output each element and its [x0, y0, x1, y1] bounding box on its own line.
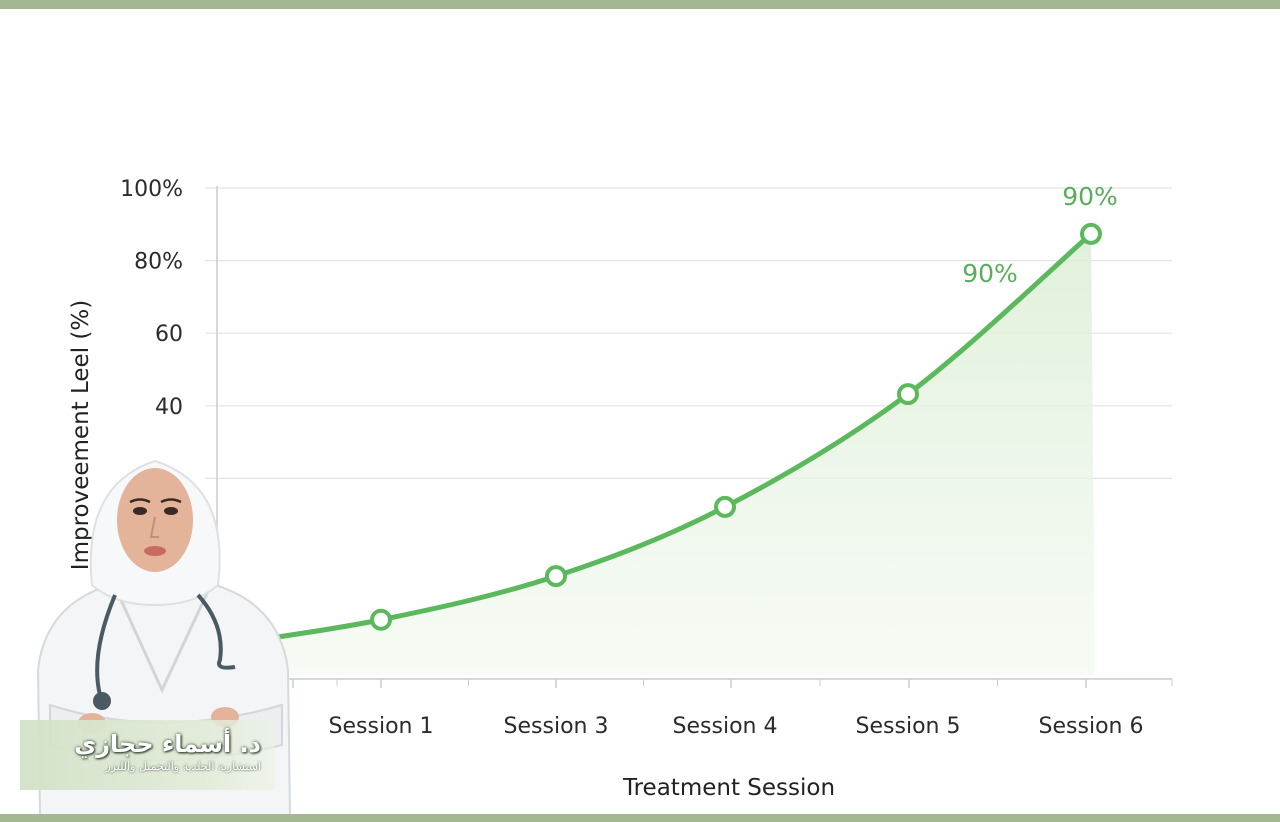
x-tick-label: Session 1	[329, 714, 434, 739]
x-tick-label: Session 3	[504, 714, 609, 739]
data-point	[1080, 222, 1102, 245]
series-line	[202, 231, 1094, 651]
chart-text: 100% 80% 60 40 Session 1 Session 3 Session 4 Se…	[68, 177, 1143, 801]
doctor-title: استشارية الجلدية والتجميل والليزر	[105, 760, 261, 773]
data-point	[897, 383, 919, 406]
data-points	[370, 222, 1102, 631]
y-tick-label: 80%	[134, 250, 183, 275]
y-tick-label: 100%	[120, 177, 183, 202]
x-axis-title: Treatment Session	[622, 775, 835, 801]
bottom-frame-bar	[0, 814, 1280, 822]
doctor-banner: د. أسماء حجازي استشارية الجلدية والتجميل…	[20, 720, 275, 790]
doctor-name: د. أسماء حجازي	[74, 730, 261, 758]
data-point	[714, 495, 736, 518]
data-label: 90%	[1062, 182, 1118, 211]
data-point	[545, 565, 567, 588]
x-tick-label: Session 5	[856, 714, 961, 739]
x-tick-label: Session 4	[673, 714, 778, 739]
top-frame-bar	[0, 0, 1280, 9]
x-tick-label: Session 6	[1039, 714, 1144, 739]
y-tick-label: 60	[155, 322, 183, 347]
area-shape	[205, 233, 1095, 676]
data-point	[370, 608, 392, 631]
data-label: 90%	[962, 259, 1018, 288]
y-axis-title: Improveement Leel (%)	[68, 300, 94, 570]
area-fill	[205, 233, 1095, 676]
y-tick-label: 40	[155, 395, 183, 420]
series-path	[202, 231, 1094, 651]
